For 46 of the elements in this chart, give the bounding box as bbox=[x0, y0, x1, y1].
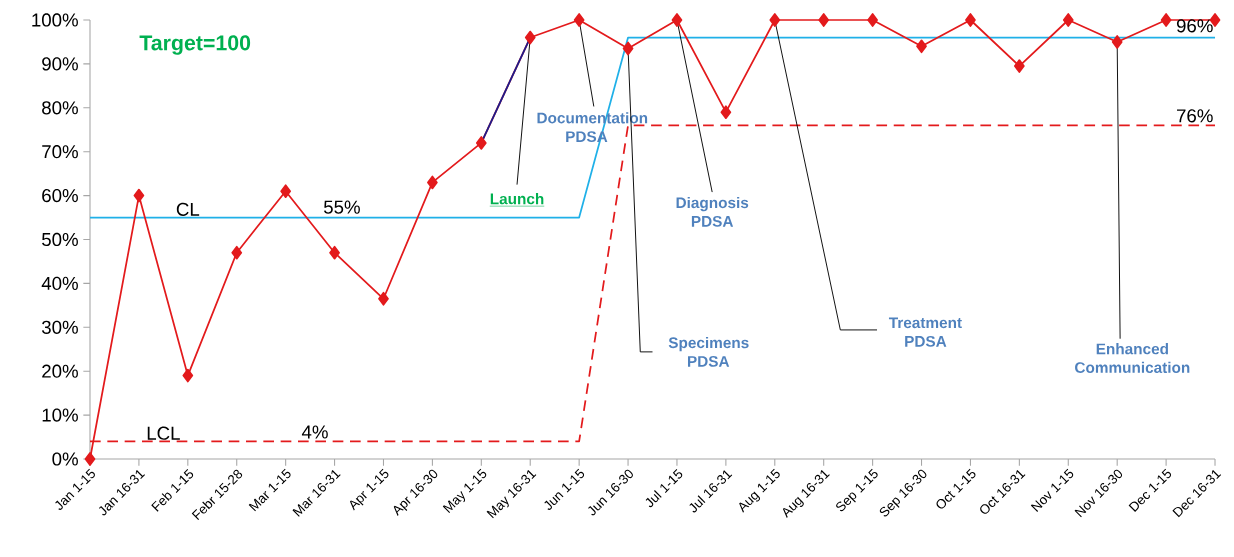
y-tick-label: 30% bbox=[41, 320, 78, 334]
y-tick-label: 70% bbox=[42, 145, 78, 159]
y-tick-label: 90% bbox=[42, 57, 78, 71]
series-label: LCL bbox=[147, 426, 180, 440]
point bbox=[231, 245, 243, 260]
y-tick-label: 60% bbox=[42, 188, 78, 203]
y-tick-label: 50% bbox=[42, 232, 78, 247]
y-tick-label: 80% bbox=[42, 101, 78, 115]
point bbox=[1062, 13, 1074, 27]
point bbox=[182, 368, 194, 383]
point bbox=[378, 291, 389, 306]
point bbox=[475, 136, 487, 150]
series-label: CL bbox=[176, 202, 200, 216]
annotation: Launch bbox=[490, 193, 544, 205]
point bbox=[427, 175, 438, 190]
annotation: Specimens PDSA bbox=[668, 336, 749, 367]
y-tick-label: 100% bbox=[32, 13, 78, 27]
annotation: 4% bbox=[301, 425, 328, 439]
point bbox=[84, 452, 96, 466]
annotation: 96% bbox=[1176, 19, 1213, 33]
annotation: Enhanced Communication bbox=[1075, 343, 1190, 373]
point bbox=[524, 30, 536, 45]
annotation: Diagnosis PDSA bbox=[676, 196, 749, 227]
point bbox=[818, 13, 830, 27]
point bbox=[965, 13, 976, 27]
y-tick-label: 0% bbox=[52, 452, 78, 466]
point bbox=[622, 41, 634, 56]
point bbox=[671, 13, 683, 27]
annotation: 55% bbox=[323, 200, 360, 214]
y-tick-label: 40% bbox=[41, 276, 78, 291]
y-tick-label: 10% bbox=[42, 408, 78, 422]
point bbox=[1013, 59, 1025, 73]
annotation: 76% bbox=[1177, 109, 1213, 123]
point bbox=[1160, 13, 1172, 27]
point bbox=[1111, 35, 1123, 49]
point bbox=[769, 13, 781, 27]
point bbox=[573, 13, 585, 27]
point bbox=[867, 13, 878, 27]
point bbox=[280, 184, 292, 199]
annotation: Target=100 bbox=[139, 35, 251, 55]
point bbox=[916, 39, 927, 54]
annotation: Treatment PDSA bbox=[888, 317, 962, 347]
point bbox=[133, 188, 145, 203]
y-tick-label: 20% bbox=[42, 364, 78, 378]
point bbox=[329, 245, 340, 260]
point bbox=[720, 105, 732, 120]
